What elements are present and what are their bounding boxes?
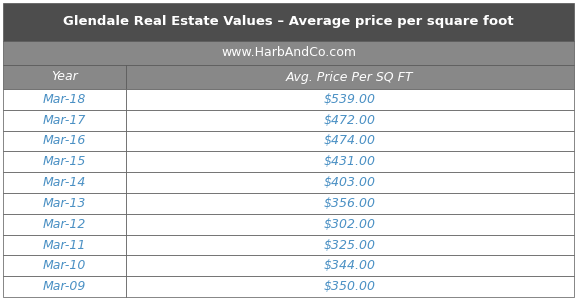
Text: $431.00: $431.00 — [324, 155, 376, 168]
Bar — [3, 193, 126, 214]
Bar — [3, 255, 126, 276]
Bar — [3, 276, 126, 297]
Text: Mar-16: Mar-16 — [43, 134, 86, 148]
Text: www.HarbAndCo.com: www.HarbAndCo.com — [221, 46, 356, 59]
Bar — [126, 172, 574, 193]
Bar — [126, 255, 574, 276]
Bar — [3, 65, 126, 89]
Text: $302.00: $302.00 — [324, 218, 376, 231]
Bar — [3, 130, 126, 152]
Text: Mar-11: Mar-11 — [43, 238, 86, 251]
Bar — [126, 89, 574, 110]
Text: $472.00: $472.00 — [324, 114, 376, 127]
Text: $325.00: $325.00 — [324, 238, 376, 251]
Text: $344.00: $344.00 — [324, 259, 376, 272]
Text: $356.00: $356.00 — [324, 197, 376, 210]
Text: Mar-14: Mar-14 — [43, 176, 86, 189]
Bar — [126, 214, 574, 235]
Bar — [3, 89, 126, 110]
Bar — [3, 235, 126, 255]
Bar — [3, 110, 126, 130]
Text: $350.00: $350.00 — [324, 280, 376, 293]
Bar — [126, 276, 574, 297]
Text: Mar-13: Mar-13 — [43, 197, 86, 210]
Text: Glendale Real Estate Values – Average price per square foot: Glendale Real Estate Values – Average pr… — [63, 16, 514, 28]
Bar — [126, 65, 574, 89]
Bar — [3, 3, 574, 41]
Bar — [3, 172, 126, 193]
Text: $474.00: $474.00 — [324, 134, 376, 148]
Bar — [3, 214, 126, 235]
Bar — [126, 235, 574, 255]
Bar — [3, 41, 574, 65]
Text: Mar-17: Mar-17 — [43, 114, 86, 127]
Bar — [126, 152, 574, 172]
Text: Year: Year — [51, 70, 78, 83]
Text: Mar-18: Mar-18 — [43, 93, 86, 106]
Bar — [126, 130, 574, 152]
Bar — [126, 193, 574, 214]
Text: $539.00: $539.00 — [324, 93, 376, 106]
Text: Mar-12: Mar-12 — [43, 218, 86, 231]
Text: Mar-10: Mar-10 — [43, 259, 86, 272]
Text: $403.00: $403.00 — [324, 176, 376, 189]
Bar — [3, 152, 126, 172]
Text: Mar-15: Mar-15 — [43, 155, 86, 168]
Bar — [126, 110, 574, 130]
Text: Mar-09: Mar-09 — [43, 280, 86, 293]
Text: Avg. Price Per SQ FT: Avg. Price Per SQ FT — [286, 70, 414, 83]
